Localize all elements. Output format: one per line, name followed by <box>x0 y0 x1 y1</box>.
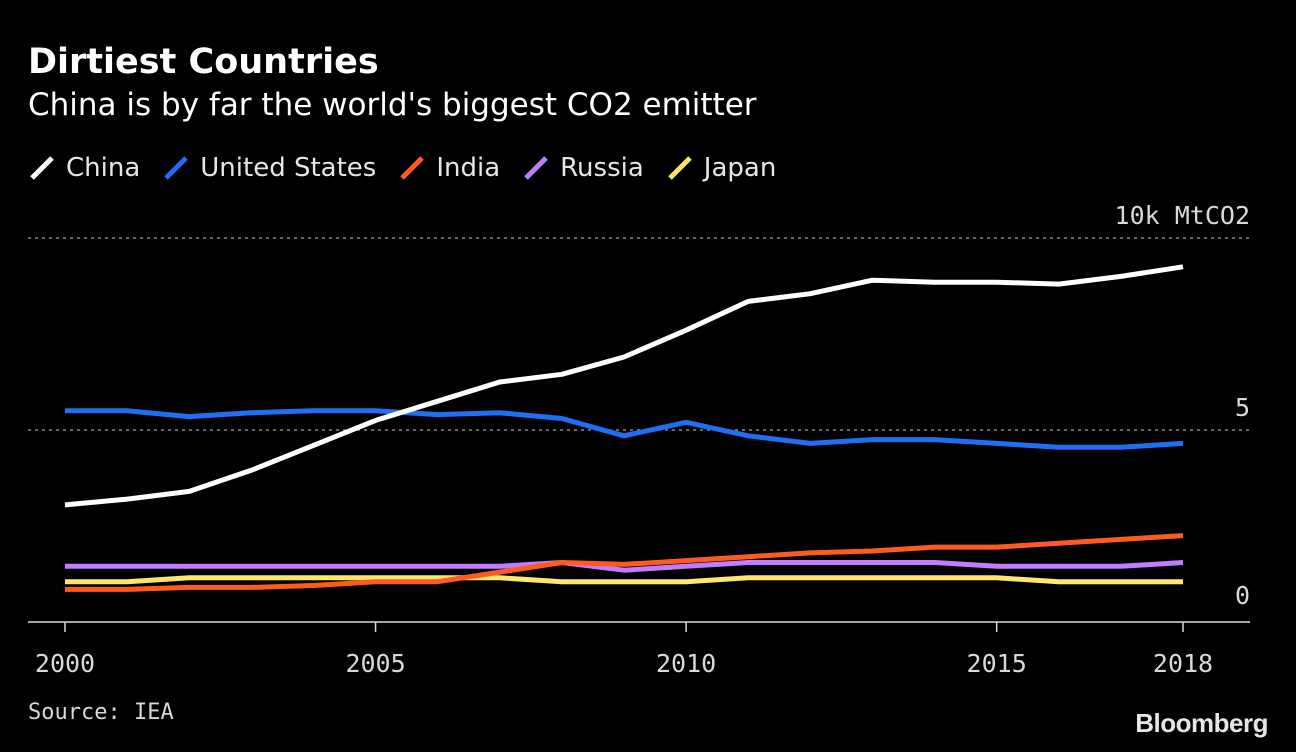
y-tick-label-10: 10k MtCO2 <box>1115 201 1250 230</box>
legend-swatch-icon <box>668 156 692 180</box>
legend-label: United States <box>200 153 377 183</box>
x-tick-label-2018: 2018 <box>1153 649 1213 678</box>
legend-label: China <box>66 153 141 183</box>
y-tick-label-0: 0 <box>1235 581 1250 610</box>
chart-subtitle: China is by far the world's biggest CO2 … <box>28 87 757 123</box>
legend-item-japan: Japan <box>666 153 777 183</box>
source-note: Source: IEA <box>28 700 174 725</box>
legend-item-china: China <box>28 153 140 183</box>
series-line-india <box>65 533 1184 592</box>
legend-label: Japan <box>703 153 777 183</box>
legend-swatch-icon <box>164 156 189 180</box>
series-line-russia <box>65 560 1184 573</box>
legend-swatch-icon <box>400 156 425 180</box>
legend-swatch-icon <box>30 156 54 180</box>
legend-item-india: India <box>398 153 500 183</box>
legend-item-united-states: United States <box>162 153 376 183</box>
series-line-china <box>64 264 1184 508</box>
legend-label: Russia <box>560 153 644 183</box>
series-line-japan <box>65 575 1183 585</box>
legend-label: India <box>436 153 501 183</box>
legend-item-russia: Russia <box>522 153 644 183</box>
chart-title: Dirtiest Countries <box>28 42 379 82</box>
y-tick-label-5: 5 <box>1235 393 1250 422</box>
legend-swatch-icon <box>524 156 548 180</box>
bloomberg-logo: Bloomberg <box>1135 708 1268 738</box>
x-tick-label-2005: 2005 <box>345 649 405 678</box>
series-line-united-states <box>65 408 1184 450</box>
chart-legend: China United States India Russia Japan <box>28 148 798 188</box>
x-tick-label-2010: 2010 <box>656 649 716 678</box>
x-tick-label-2000: 2000 <box>35 649 95 678</box>
x-tick-label-2015: 2015 <box>967 649 1027 678</box>
